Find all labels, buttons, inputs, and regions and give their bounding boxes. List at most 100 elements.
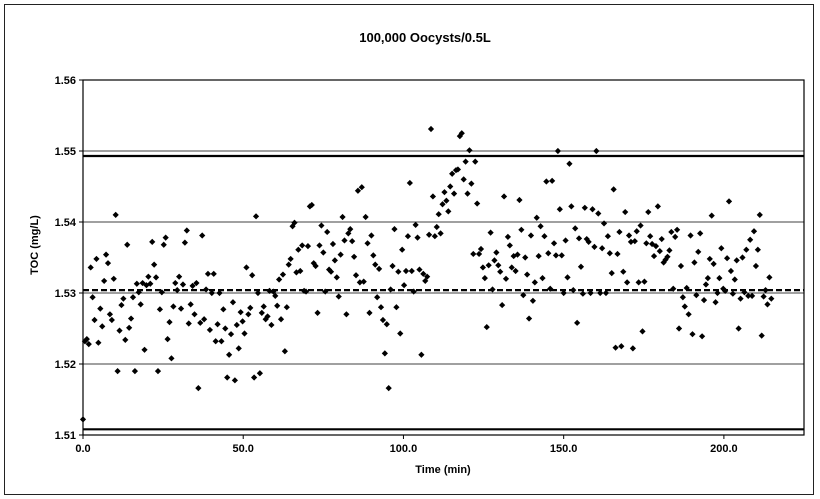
data-point: [93, 255, 100, 263]
data-point: [468, 180, 475, 187]
data-point: [450, 190, 458, 197]
data-point: [681, 303, 688, 310]
data-point: [464, 190, 471, 197]
data-point: [343, 311, 350, 318]
data-point: [720, 285, 727, 292]
data-point: [562, 237, 569, 244]
data-point: [549, 177, 556, 184]
data-point: [649, 240, 656, 248]
data-point: [654, 203, 661, 210]
data-point: [352, 272, 360, 279]
data-point: [120, 295, 127, 302]
data-point: [391, 226, 398, 233]
x-tick-label: 150.0: [550, 443, 578, 455]
data-point: [308, 201, 315, 209]
data-point: [506, 242, 513, 249]
data-point: [191, 311, 198, 318]
data-point: [85, 341, 92, 348]
data-point: [535, 252, 542, 260]
x-axis-label: Time (min): [415, 464, 471, 476]
data-point: [135, 289, 142, 296]
y-tick-label: 1.53: [55, 288, 76, 300]
data-point: [435, 211, 442, 218]
data-point: [483, 323, 490, 331]
data-point: [493, 249, 500, 256]
data-point: [304, 243, 312, 250]
data-point: [764, 301, 771, 308]
data-point: [550, 240, 558, 247]
data-point: [222, 325, 229, 332]
data-point: [262, 316, 269, 323]
data-point: [243, 264, 250, 271]
data-point: [527, 232, 535, 239]
data-point: [675, 325, 683, 332]
data-point: [337, 251, 344, 258]
data-point: [591, 243, 598, 250]
data-point: [145, 273, 152, 280]
data-point: [206, 326, 213, 334]
chart-title: 100,000 Oocysts/0.5L: [359, 30, 491, 45]
data-point: [766, 274, 773, 281]
data-point: [539, 274, 546, 282]
data-point: [666, 247, 673, 254]
data-point: [739, 254, 746, 261]
scatter-chart: 100,000 Oocysts/0.5L 1.511.521.531.541.5…: [29, 30, 805, 476]
data-point: [210, 270, 217, 277]
data-point: [252, 213, 260, 220]
data-point: [710, 260, 717, 267]
data-point: [647, 233, 654, 240]
data-point: [106, 311, 114, 318]
data-point: [185, 320, 192, 327]
data-point: [404, 233, 412, 240]
data-point: [425, 231, 433, 238]
data-point: [718, 245, 725, 252]
data-point: [685, 311, 692, 318]
data-point: [131, 368, 139, 375]
data-point: [302, 288, 310, 295]
data-point: [424, 273, 431, 280]
data-point: [554, 147, 561, 155]
data-point: [589, 206, 596, 213]
data-point: [101, 277, 108, 285]
data-point: [618, 343, 625, 350]
data-point: [400, 282, 408, 289]
data-point: [297, 267, 304, 275]
data-point: [587, 289, 594, 297]
data-point: [560, 289, 567, 297]
data-point: [756, 211, 763, 218]
data-point: [385, 385, 392, 392]
data-point: [97, 305, 104, 312]
data-point: [151, 261, 158, 268]
data-point: [389, 262, 396, 270]
data-point: [341, 237, 348, 244]
data-point: [377, 304, 385, 311]
data-point: [723, 255, 731, 262]
data-point: [197, 319, 204, 326]
data-point: [349, 238, 356, 245]
x-axis-ticks: 0.0 50.0 100.0 150.0 200.0: [75, 435, 738, 455]
data-point: [172, 279, 179, 287]
data-point: [714, 289, 721, 297]
data-point: [462, 158, 469, 165]
data-point: [706, 255, 713, 263]
data-point: [747, 236, 754, 243]
data-point: [126, 324, 133, 331]
data-point: [375, 265, 383, 272]
data-point: [635, 279, 642, 286]
data-point: [156, 306, 164, 313]
data-point: [285, 261, 292, 268]
data-point: [137, 301, 144, 308]
data-point: [224, 374, 231, 381]
data-point: [729, 290, 736, 297]
data-point: [754, 246, 761, 253]
data-point: [220, 306, 227, 313]
data-point: [214, 321, 221, 328]
data-point: [768, 295, 775, 302]
data-point: [116, 327, 123, 334]
data-point: [202, 286, 210, 293]
data-point: [193, 279, 200, 287]
data-point: [208, 289, 215, 297]
data-point: [360, 278, 367, 285]
data-point: [683, 284, 690, 292]
data-point: [154, 368, 162, 375]
